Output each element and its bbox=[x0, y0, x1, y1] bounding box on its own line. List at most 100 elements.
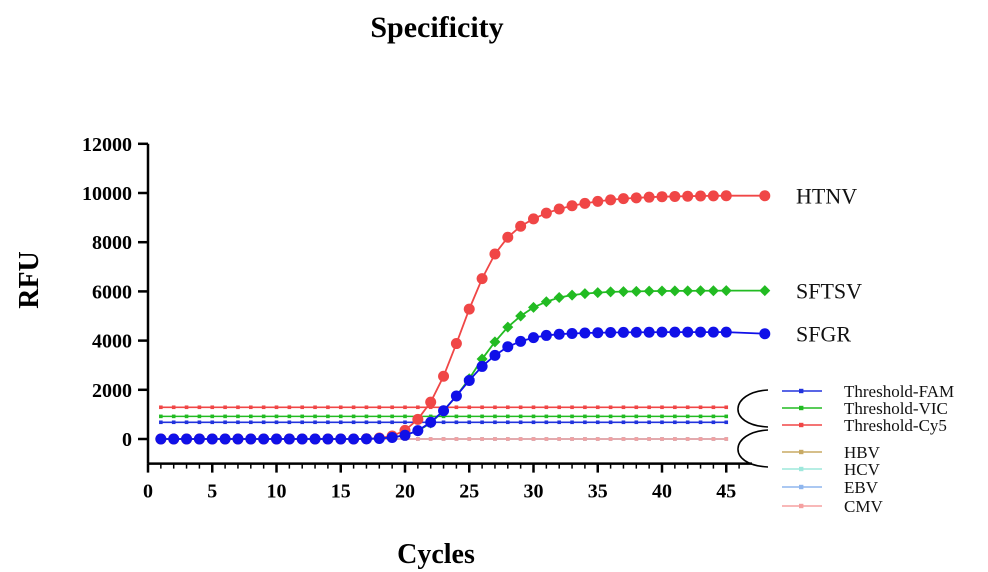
sfgr-point bbox=[245, 433, 257, 445]
threshold-vic-point bbox=[428, 414, 433, 419]
threshold-fam-point bbox=[724, 420, 729, 425]
threshold-fam-point bbox=[287, 420, 292, 425]
threshold-vic-point bbox=[634, 414, 639, 419]
htnv-label: HTNV bbox=[796, 184, 857, 209]
threshold-cy5-point bbox=[595, 405, 600, 410]
cmv-point bbox=[570, 437, 574, 441]
threshold-fam-point bbox=[338, 420, 343, 425]
htnv-point bbox=[540, 207, 552, 219]
legend-label: HBV bbox=[844, 443, 881, 462]
cmv-point bbox=[634, 437, 639, 441]
axes: 0 2000 4000 6000 8000 10000 12000 0 5 10 15 20 25 30 3… bbox=[82, 134, 752, 503]
y-tick-label: 0 bbox=[122, 429, 132, 451]
cmv-point bbox=[698, 437, 703, 441]
sfgr-point bbox=[656, 326, 668, 338]
sfgr-point bbox=[540, 329, 552, 341]
htnv-point bbox=[682, 190, 694, 202]
cmv-point bbox=[621, 437, 626, 441]
threshold-vic-point bbox=[724, 414, 729, 419]
threshold-fam-point bbox=[608, 420, 613, 425]
threshold-fam-point bbox=[506, 420, 510, 425]
threshold-fam-point bbox=[351, 420, 356, 425]
x-tick-label: 0 bbox=[143, 481, 153, 503]
legend-marker bbox=[799, 484, 804, 490]
threshold-vic-point bbox=[326, 414, 330, 419]
threshold-cy5-point bbox=[171, 405, 176, 410]
threshold-cy5-point bbox=[634, 405, 639, 410]
bracket-negatives bbox=[737, 429, 769, 468]
sftsv-point bbox=[502, 321, 514, 333]
threshold-fam-point bbox=[673, 420, 677, 425]
sftsv-point bbox=[515, 310, 527, 322]
threshold-vic-point bbox=[685, 414, 690, 419]
cmv-point bbox=[428, 437, 433, 441]
sfgr-line bbox=[160, 331, 765, 440]
sfgr-point bbox=[553, 328, 565, 340]
x-tick-label: 40 bbox=[652, 481, 672, 503]
threshold-fam-point bbox=[583, 420, 587, 425]
sfgr-point bbox=[309, 433, 321, 445]
sftsv-point bbox=[695, 285, 707, 297]
legend-marker bbox=[799, 388, 804, 394]
sfgr-point bbox=[592, 327, 604, 339]
legend-item-threshold-fam: Threshold-FAM bbox=[782, 382, 954, 401]
x-tick-label: 35 bbox=[588, 481, 608, 503]
cmv-point bbox=[595, 437, 600, 441]
threshold-cy5-point bbox=[673, 405, 677, 410]
sfgr-point bbox=[463, 374, 475, 386]
cmv-point bbox=[711, 437, 716, 441]
y-tick-label: 2000 bbox=[92, 380, 132, 402]
threshold-fam-point bbox=[159, 420, 163, 425]
sftsv-point bbox=[489, 336, 501, 348]
legend-label: EBV bbox=[844, 478, 879, 497]
x-tick-label: 5 bbox=[207, 481, 217, 503]
sfgr-point bbox=[181, 433, 193, 445]
y-tick-label: 8000 bbox=[92, 232, 132, 254]
y-tick-label: 12000 bbox=[82, 134, 132, 156]
htnv-point bbox=[425, 396, 437, 408]
sfgr-point bbox=[386, 432, 398, 444]
sftsv-point bbox=[540, 296, 552, 308]
htnv-point bbox=[515, 220, 527, 232]
threshold-cy5-point bbox=[261, 405, 266, 410]
sfgr-point bbox=[360, 433, 372, 445]
threshold-vic-point bbox=[236, 414, 240, 419]
sftsv-point bbox=[669, 285, 681, 297]
sftsv-label: SFTSV bbox=[796, 279, 862, 304]
sftsv-point bbox=[553, 292, 565, 304]
threshold-cy5-point bbox=[210, 405, 215, 410]
sfgr-point bbox=[450, 390, 462, 402]
threshold-fam-point bbox=[570, 420, 574, 425]
threshold-vic-point bbox=[506, 414, 510, 419]
threshold-fam-point bbox=[698, 420, 703, 425]
threshold-cy5-point bbox=[685, 405, 690, 410]
threshold-vic-point bbox=[544, 414, 549, 419]
sfgr-point bbox=[425, 416, 437, 428]
curve-labels: HTNV SFTSV SFGR bbox=[796, 184, 862, 347]
threshold-fam-point bbox=[223, 420, 227, 425]
threshold-fam-point bbox=[660, 420, 664, 425]
threshold-cy5-point bbox=[518, 405, 523, 410]
threshold-fam-point bbox=[454, 420, 459, 425]
threshold-cy5-series bbox=[159, 405, 729, 410]
cmv-point bbox=[416, 437, 420, 441]
sfgr-point bbox=[630, 326, 642, 338]
threshold-cy5-point bbox=[416, 405, 420, 410]
sfgr-point bbox=[219, 433, 231, 445]
cmv-point bbox=[685, 437, 690, 441]
sfgr-point bbox=[168, 433, 180, 445]
x-tick-label: 45 bbox=[716, 481, 736, 503]
threshold-vic-point bbox=[274, 414, 279, 419]
htnv-point bbox=[759, 190, 771, 202]
sfgr-point bbox=[669, 326, 681, 338]
threshold-cy5-point bbox=[506, 405, 510, 410]
sfgr-point bbox=[566, 327, 578, 339]
threshold-fam-point bbox=[595, 420, 600, 425]
threshold-cy5-point bbox=[184, 405, 189, 410]
threshold-vic-point bbox=[660, 414, 664, 419]
threshold-fam-point bbox=[621, 420, 626, 425]
threshold-fam-point bbox=[249, 420, 253, 425]
plot-area bbox=[155, 190, 771, 445]
sfgr-point bbox=[720, 326, 732, 338]
sftsv-point bbox=[707, 285, 719, 297]
